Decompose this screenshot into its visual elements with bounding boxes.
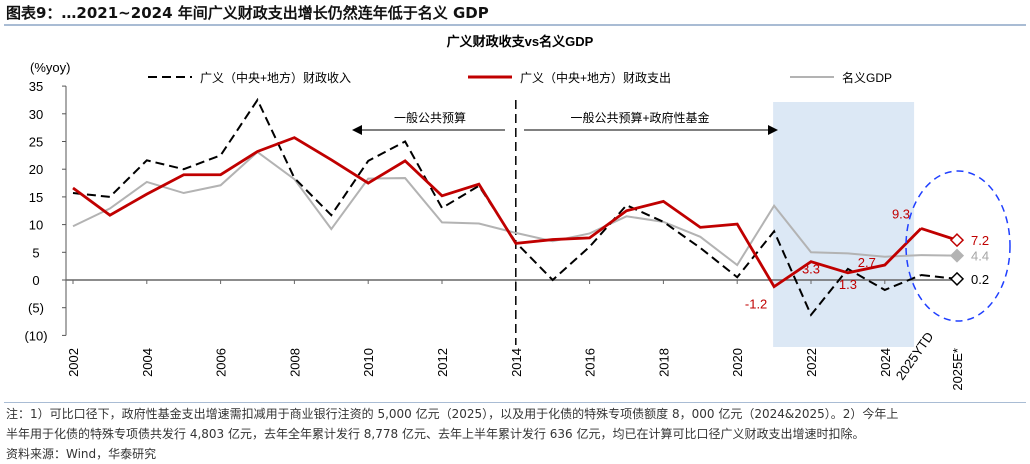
legend-label-1: 广义（中央+地方）财政支出 — [520, 70, 671, 85]
x-tick-label: 2018 — [656, 348, 671, 377]
y-axis-label: (%yoy) — [30, 60, 70, 75]
x-tick-label: 2008 — [287, 348, 302, 377]
marker-2025e-1 — [949, 233, 965, 248]
chart-title: 广义财政收支vs名义GDP — [447, 34, 594, 49]
notes-divider — [4, 402, 1026, 403]
x-tick-label: 2024 — [878, 348, 893, 377]
y-tick-label: 0 — [32, 273, 39, 288]
legend-label-0: 广义（中央+地方）财政收入 — [200, 70, 351, 85]
left-arrow-label: 一般公共预算 — [394, 110, 466, 125]
x-tick-label: 2012 — [435, 348, 450, 377]
x-tick-label: 2006 — [214, 348, 229, 377]
left-arrow-head — [352, 125, 362, 135]
x-tick-label: 2016 — [583, 348, 598, 377]
data-label: 7.2 — [971, 233, 989, 248]
x-tick-label: 2004 — [140, 348, 155, 377]
data-label: 3.3 — [802, 262, 820, 277]
marker-2025e-2 — [949, 248, 965, 263]
y-tick-label: 15 — [29, 190, 43, 205]
y-tick-label: 25 — [29, 135, 43, 150]
note-line-2: 半年用于化债的特殊专项债共发行 4,803 亿元，去年全年累计发行 8,778 … — [6, 427, 865, 441]
y-tick-label: 5 — [32, 245, 39, 260]
title-divider — [4, 24, 1026, 26]
x-tick-label: 2010 — [361, 348, 376, 377]
y-tick-label: 20 — [29, 162, 43, 177]
series-line-1 — [72, 136, 922, 289]
x-tick-label: 2020 — [730, 348, 745, 377]
data-label: 1.3 — [839, 277, 857, 292]
data-label: -1.2 — [745, 297, 767, 312]
y-tick-label: 30 — [29, 107, 43, 122]
highlight-ellipse — [905, 170, 1011, 322]
shaded-region — [773, 102, 915, 347]
x-tick-label: 2014 — [509, 348, 524, 377]
data-label: 2.7 — [858, 255, 876, 270]
note-line-1: 注：1）可比口径下，政府性基金支出增速需扣减用于商业银行注资的 5,000 亿元… — [6, 407, 899, 421]
x-tick-label: 2002 — [66, 348, 81, 377]
marker-2025e-0 — [949, 271, 965, 286]
x-tick-label: 2025E* — [950, 348, 965, 391]
series-segment-2025e-1 — [920, 227, 958, 242]
x-tick-label: 2022 — [804, 348, 819, 377]
right-arrow-head — [768, 125, 778, 135]
legend-label-2: 名义GDP — [842, 70, 892, 85]
chart: 广义财政收支vs名义GDP (%yoy) 广义（中央+地方）财政收入 广义（中央+地方… — [24, 34, 1011, 391]
data-label: 4.4 — [971, 249, 989, 264]
figure-title: 图表9：…2021~2024 年间广义财政支出增长仍然连年低于名义 GDP — [6, 4, 489, 22]
right-arrow-label: 一般公共预算+政府性基金 — [570, 110, 709, 125]
source-line: 资料来源：Wind，华泰研究 — [6, 447, 157, 461]
y-tick-label: 10 — [29, 218, 43, 233]
y-tick-label: (5) — [28, 301, 44, 316]
series-line-2 — [72, 150, 922, 267]
y-tick-label: (10) — [24, 328, 47, 343]
data-label: 0.2 — [971, 272, 989, 287]
data-label: 9.3 — [892, 206, 910, 221]
y-tick-label: 35 — [29, 79, 43, 94]
